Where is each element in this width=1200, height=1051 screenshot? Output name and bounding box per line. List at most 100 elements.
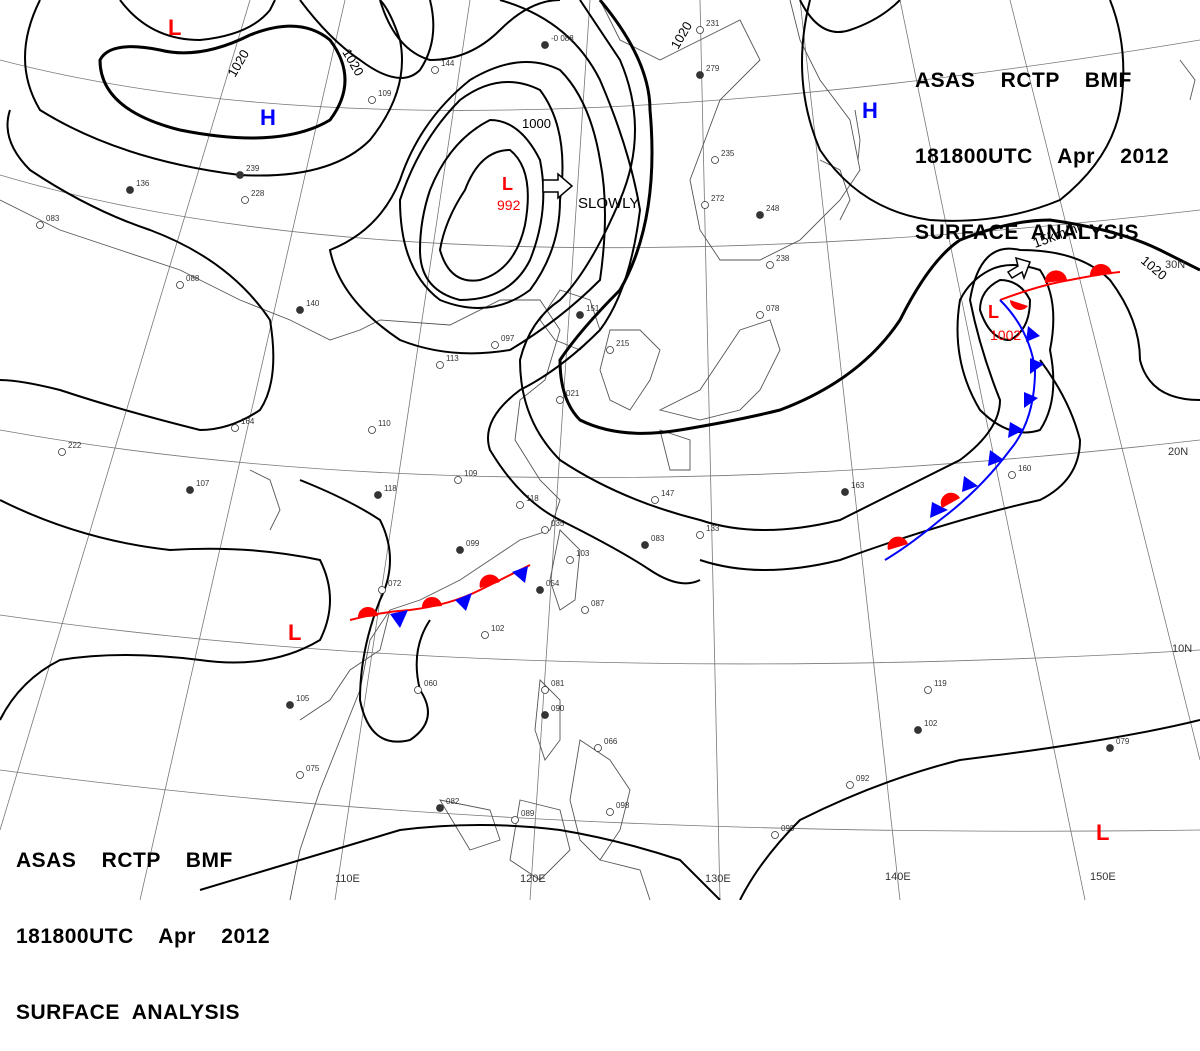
station-value: 119: [934, 679, 947, 688]
station-value: 144: [441, 59, 455, 68]
station-value: 163: [851, 481, 865, 490]
station-marker: [696, 26, 704, 34]
station-marker: [231, 424, 239, 432]
station-value: 089: [521, 809, 535, 818]
longitude-label: 140E: [885, 871, 911, 883]
station-value: 081: [551, 679, 565, 688]
high-center-symbol: H: [260, 105, 276, 130]
surface-analysis-map: 1020 1020 1000 1020 1020 110E 120E 130E …: [0, 0, 1200, 900]
station-value: 109: [378, 89, 392, 98]
station-marker: [378, 586, 386, 594]
station-marker: [286, 701, 294, 709]
title-line1: ASAS RCTP BMF: [16, 849, 233, 872]
station-value: 238: [776, 254, 790, 263]
station-marker: [541, 686, 549, 694]
stationary-front-south: [349, 564, 531, 628]
station-value: 021: [566, 389, 580, 398]
grid-labels: 110E 120E 130E 140E 150E 30N 20N 10N: [335, 259, 1192, 885]
low-center-symbol: L: [168, 15, 181, 40]
title-line2: 181800UTC Apr 2012: [915, 145, 1170, 168]
station-marker: [841, 488, 849, 496]
station-marker: [236, 171, 244, 179]
station-marker: [711, 156, 719, 164]
station-value: 248: [766, 204, 780, 213]
station-marker: [846, 781, 854, 789]
station-value: 082: [446, 797, 460, 806]
low-motion-label: SLOWLY: [578, 195, 639, 212]
station-value: 231: [706, 19, 720, 28]
station-marker: [454, 476, 462, 484]
station-value: 160: [1018, 464, 1032, 473]
station-value: 060: [424, 679, 438, 688]
motion-arrow-central-low: [542, 172, 574, 200]
station-marker: [641, 541, 649, 549]
station-value: 109: [464, 469, 478, 478]
station-value: 113: [446, 354, 459, 363]
station-marker: [594, 744, 602, 752]
station-value: 098: [616, 801, 630, 810]
station-value: 035: [551, 519, 565, 528]
station-marker: [606, 346, 614, 354]
station-value: 118: [384, 484, 397, 493]
station-value: 066: [604, 737, 618, 746]
station-marker: [126, 186, 134, 194]
longitude-label: 130E: [705, 873, 731, 885]
low-center-pressure: 992: [497, 197, 521, 213]
station-marker: [756, 211, 764, 219]
station-marker: [431, 66, 439, 74]
station-value: 133: [706, 524, 720, 533]
station-value: 164: [241, 417, 255, 426]
station-value: 279: [706, 64, 720, 73]
station-marker: [368, 426, 376, 434]
station-value: 110: [378, 419, 391, 428]
station-value: 078: [766, 304, 780, 313]
station-value: 222: [68, 441, 82, 450]
isobar-label: 1000: [522, 116, 551, 131]
station-value: 151: [586, 304, 600, 313]
station-marker: [456, 546, 464, 554]
station-marker: [516, 501, 524, 509]
station-value: 136: [136, 179, 150, 188]
station-value: 054: [546, 579, 560, 588]
station-marker: [536, 586, 544, 594]
station-marker: [296, 771, 304, 779]
station-value: 083: [46, 214, 60, 223]
station-marker: [696, 531, 704, 539]
station-value: 088: [186, 274, 200, 283]
station-marker: [481, 631, 489, 639]
longitude-label: 110E: [335, 873, 360, 885]
station-marker: [511, 816, 519, 824]
low-center-pressure: 1002: [990, 327, 1021, 343]
coastlines: [0, 0, 1196, 900]
station-marker: [1008, 471, 1016, 479]
station-marker: [436, 361, 444, 369]
station-marker: [374, 491, 382, 499]
station-marker: [541, 526, 549, 534]
latitude-grid: [0, 39, 1200, 832]
station-value: 105: [296, 694, 310, 703]
station-value: 083: [651, 534, 665, 543]
station-value: 087: [591, 599, 605, 608]
station-value: 102: [491, 624, 505, 633]
chart-title-bottom: ASAS RCTP BMF 181800UTC Apr 2012 SURFACE…: [16, 798, 270, 1051]
station-marker: [651, 496, 659, 504]
station-value: 215: [616, 339, 630, 348]
station-marker: [491, 341, 499, 349]
station-value: 090: [551, 704, 565, 713]
low-center-symbol: L: [1096, 820, 1109, 845]
latitude-label: 20N: [1168, 446, 1188, 458]
station-value: 107: [196, 479, 210, 488]
motion-arrow-east-low: [1006, 256, 1031, 281]
title-line1: ASAS RCTP BMF: [915, 69, 1132, 92]
station-value: 239: [246, 164, 260, 173]
chart-title-top: ASAS RCTP BMF 181800UTC Apr 2012 SURFACE…: [915, 18, 1169, 271]
station-marker: [241, 196, 249, 204]
station-value: 075: [306, 764, 320, 773]
station-marker: [566, 556, 574, 564]
station-value: 099: [466, 539, 480, 548]
station-marker: [541, 711, 549, 719]
low-center-symbol: L: [988, 302, 999, 322]
station-value: 092: [856, 774, 870, 783]
station-value: 147: [661, 489, 675, 498]
station-value: 102: [924, 719, 938, 728]
